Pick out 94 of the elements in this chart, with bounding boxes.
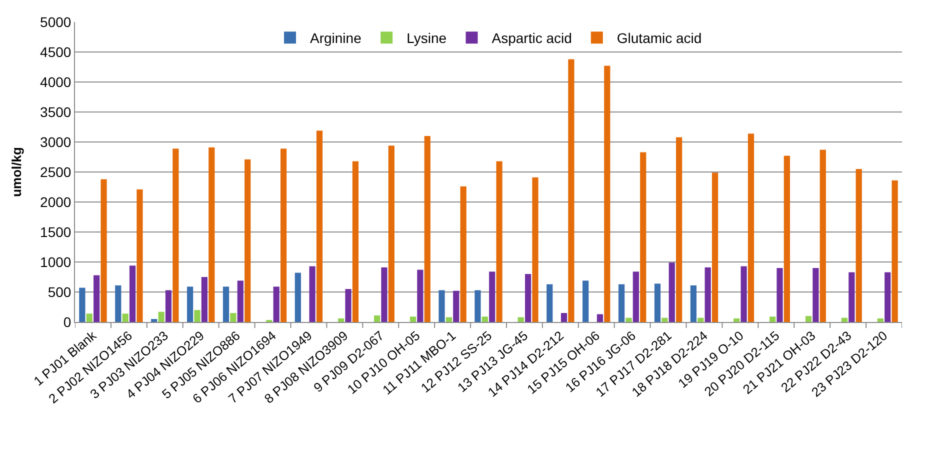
bar <box>568 59 574 322</box>
bar <box>165 290 172 322</box>
bar <box>841 318 848 322</box>
bar <box>316 130 323 322</box>
y-tick-label: 3000 <box>40 134 72 150</box>
y-tick-label: 3500 <box>40 104 72 120</box>
y-tick-label: 4500 <box>40 44 72 60</box>
bar <box>237 280 244 322</box>
bar <box>115 285 122 322</box>
bar <box>410 316 416 322</box>
bar <box>884 272 891 322</box>
bar <box>424 136 430 322</box>
bar <box>640 152 646 322</box>
bar <box>596 314 604 322</box>
bar <box>892 180 898 322</box>
bar <box>230 313 236 322</box>
bar <box>79 288 86 322</box>
bar <box>446 317 452 322</box>
bar <box>518 317 524 322</box>
bar <box>86 314 92 322</box>
bar <box>122 314 128 322</box>
bar <box>654 284 661 322</box>
bar <box>374 315 380 322</box>
bar <box>877 318 884 322</box>
bar <box>784 156 790 322</box>
bar <box>338 318 344 322</box>
bar <box>438 290 445 322</box>
bar <box>582 280 589 322</box>
bar <box>525 274 532 322</box>
y-tick-label: 1000 <box>40 254 72 270</box>
bar <box>848 272 855 322</box>
y-tick-label: 4000 <box>40 74 72 90</box>
bar <box>388 146 394 322</box>
bar <box>740 266 747 322</box>
bar <box>280 148 287 322</box>
bar <box>770 316 776 322</box>
bar <box>208 147 215 322</box>
y-tick-label: 0 <box>63 314 72 330</box>
bar <box>676 137 682 322</box>
bar <box>776 268 783 322</box>
legend-label: Arginine <box>310 30 362 46</box>
bar <box>244 159 251 322</box>
bar <box>712 172 718 322</box>
bar <box>496 161 502 322</box>
bar <box>668 262 675 322</box>
y-tick-label: 2500 <box>40 164 72 180</box>
bar <box>626 318 632 322</box>
bar <box>748 134 754 322</box>
bar <box>698 318 704 322</box>
bar <box>820 150 826 322</box>
bar <box>94 275 100 322</box>
bar <box>856 169 862 322</box>
bar <box>453 290 460 322</box>
bar <box>690 285 697 322</box>
bar <box>352 161 359 322</box>
bar <box>546 284 553 322</box>
bar <box>560 313 568 322</box>
y-tick-label: 1500 <box>40 224 72 240</box>
bar <box>704 267 711 322</box>
bar <box>489 272 496 322</box>
bar <box>604 66 610 322</box>
bar <box>151 319 158 322</box>
bar <box>172 148 179 322</box>
bar <box>482 316 488 322</box>
bar <box>194 310 200 322</box>
bar <box>345 289 352 322</box>
legend-label: Aspartic acid <box>492 30 572 46</box>
bar <box>129 266 136 322</box>
bar <box>201 277 208 322</box>
bar <box>460 186 466 322</box>
bar <box>417 270 424 322</box>
bar <box>294 272 301 322</box>
bar <box>812 268 819 322</box>
y-tick-label: 500 <box>48 284 72 300</box>
bar <box>618 284 625 322</box>
bar <box>381 267 388 322</box>
y-tick-label: 5000 <box>40 14 72 30</box>
bar <box>136 189 143 322</box>
bar <box>632 272 639 322</box>
legend-label: Glutamic acid <box>616 30 702 46</box>
bar <box>532 177 538 322</box>
bar <box>100 179 107 322</box>
bar <box>805 316 812 322</box>
bar <box>662 318 668 322</box>
y-axis-title: umol/kg <box>8 147 24 197</box>
bar <box>734 318 740 322</box>
bar <box>158 312 164 322</box>
bar <box>187 286 194 322</box>
legend-label: Lysine <box>406 30 447 46</box>
bar <box>273 286 280 322</box>
bar <box>309 266 316 322</box>
y-tick-label: 2000 <box>40 194 72 210</box>
bar <box>222 286 230 322</box>
bar <box>474 290 481 322</box>
